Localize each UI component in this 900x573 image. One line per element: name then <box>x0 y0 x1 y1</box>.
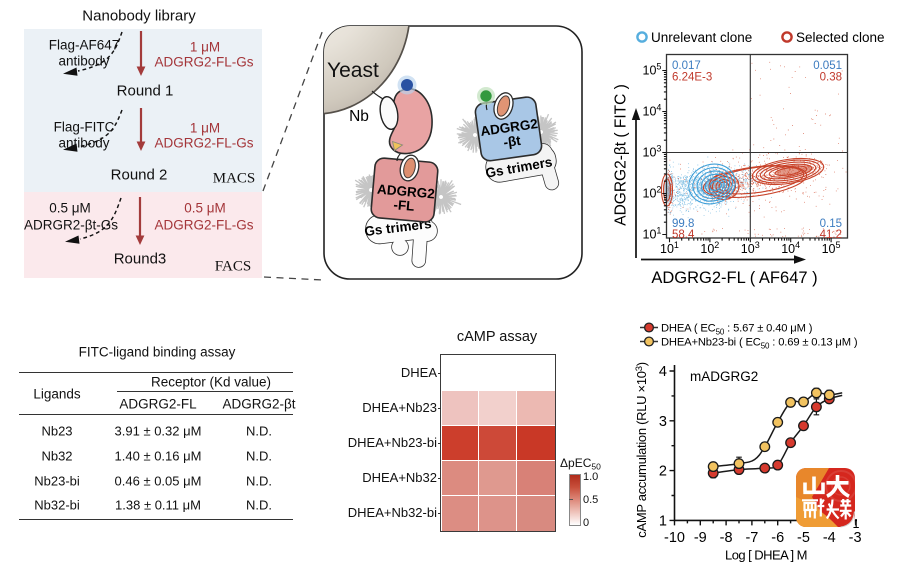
svg-text:ADGRG2-βt ( FITC ): ADGRG2-βt ( FITC ) <box>613 84 630 226</box>
svg-text:-4: -4 <box>823 530 836 546</box>
svg-text:1: 1 <box>853 517 860 531</box>
svg-text:DHEA+Nb23-bi ( EC50 : 0.69 ± 0: DHEA+Nb23-bi ( EC50 : 0.69 ± 0.13 μM ) <box>661 337 858 351</box>
svg-text:Nb: Nb <box>349 108 369 125</box>
svg-text:-6: -6 <box>771 530 784 546</box>
svg-text:105: 105 <box>643 62 662 78</box>
svg-text:58.4: 58.4 <box>672 229 695 241</box>
svg-text:DHEA ( EC50 : 5.67 ± 0.40 μM ): DHEA ( EC50 : 5.67 ± 0.40 μM ) <box>661 323 813 337</box>
svg-text:102: 102 <box>643 185 662 201</box>
svg-text:Selected clone: Selected clone <box>796 30 885 45</box>
svg-text:2: 2 <box>659 464 667 480</box>
svg-text:101: 101 <box>660 240 679 256</box>
svg-text:-7: -7 <box>745 530 758 546</box>
svg-text:Log [ DHEA ] M: Log [ DHEA ] M <box>725 548 807 563</box>
svg-text:41.2: 41.2 <box>820 229 842 241</box>
svg-text:105: 105 <box>822 240 841 256</box>
svg-text:-8: -8 <box>720 530 733 546</box>
svg-text:-5: -5 <box>797 530 810 546</box>
svg-text:104: 104 <box>643 103 662 119</box>
svg-text:1: 1 <box>659 513 667 529</box>
svg-text:mADGRG2: mADGRG2 <box>690 369 758 384</box>
svg-text:0.38: 0.38 <box>820 72 842 84</box>
svg-text:-βt: -βt <box>502 133 522 150</box>
svg-text:-10: -10 <box>664 530 685 546</box>
svg-text:ADGRG2: ADGRG2 <box>377 182 436 202</box>
svg-text:103: 103 <box>643 144 662 160</box>
svg-text:ADGRG2-FL ( AF647 ): ADGRG2-FL ( AF647 ) <box>651 269 817 287</box>
svg-text:Unrelevant clone: Unrelevant clone <box>651 30 752 45</box>
svg-text:0.15: 0.15 <box>820 218 842 230</box>
svg-text:99.8: 99.8 <box>672 218 694 230</box>
svg-text:6.24E-3: 6.24E-3 <box>672 72 712 84</box>
svg-text:101: 101 <box>643 226 662 242</box>
svg-text:-FL: -FL <box>393 197 415 214</box>
svg-text:104: 104 <box>781 240 800 256</box>
svg-text:103: 103 <box>741 240 760 256</box>
svg-text:-3: -3 <box>849 530 862 546</box>
svg-text:4: 4 <box>659 364 667 380</box>
svg-text:-9: -9 <box>694 530 707 546</box>
svg-text:cAMP accumulation (RLU ×103): cAMP accumulation (RLU ×103) <box>634 362 649 537</box>
svg-text:0.017: 0.017 <box>672 60 701 72</box>
svg-text:3: 3 <box>659 414 667 430</box>
svg-text:0.051: 0.051 <box>813 60 842 72</box>
svg-text:Yeast: Yeast <box>327 59 379 82</box>
svg-text:102: 102 <box>700 240 719 256</box>
